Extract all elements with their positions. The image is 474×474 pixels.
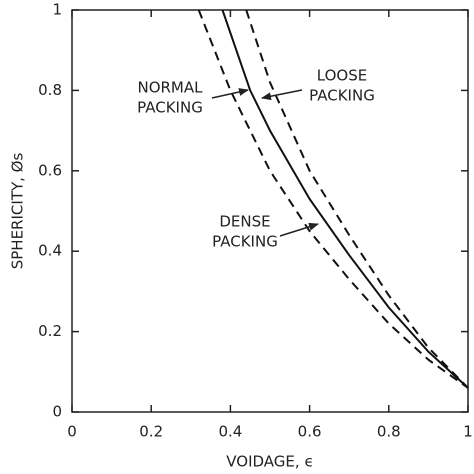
- curve: [245, 9, 469, 389]
- y-tick-label: 0.6: [38, 161, 62, 179]
- curve: [221, 9, 469, 389]
- plot-frame: [71, 9, 469, 413]
- x-tick-label: 0.8: [377, 423, 401, 441]
- x-tick-label: 0.2: [139, 423, 163, 441]
- x-axis-label: VOIDAGE, ϵ: [226, 453, 313, 471]
- curve-label: PACKING: [309, 87, 375, 105]
- x-tick-label: 0.6: [298, 423, 322, 441]
- label-arrow: [211, 88, 249, 99]
- curve-label: NORMAL: [137, 79, 203, 97]
- y-axis-label: SPHERICITY, Øs: [9, 153, 27, 270]
- curve-label: LOOSE: [317, 67, 367, 85]
- y-tick-label: 0.2: [38, 322, 62, 340]
- y-tick-label: 1: [52, 1, 62, 19]
- y-tick-label: 0.4: [38, 242, 62, 260]
- curve-label: PACKING: [212, 233, 278, 251]
- curve-label: DENSE: [219, 213, 270, 231]
- y-tick-label: 0.8: [38, 81, 62, 99]
- x-tick-label: 1: [463, 423, 473, 441]
- label-arrow: [261, 89, 303, 101]
- y-tick-label: 0: [52, 403, 62, 421]
- label-arrow: [279, 222, 319, 237]
- x-tick-label: 0: [67, 423, 77, 441]
- curve-label: PACKING: [137, 99, 203, 117]
- x-tick-label: 0.4: [218, 423, 242, 441]
